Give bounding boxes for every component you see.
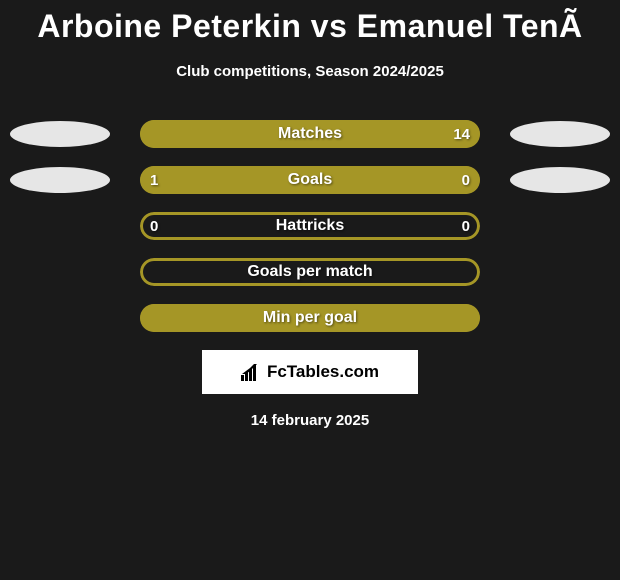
player-right-ellipse	[510, 121, 610, 147]
subtitle: Club competitions, Season 2024/2025	[176, 63, 444, 80]
stat-value-right: 0	[462, 212, 470, 240]
stat-row-min-per-goal: Min per goal	[0, 304, 620, 332]
stat-row-goals: 1 Goals 0	[0, 166, 620, 194]
stat-bar: Matches 14	[140, 120, 480, 148]
player-right-ellipse	[510, 167, 610, 193]
stat-label: Goals per match	[140, 258, 480, 286]
stat-label: Min per goal	[140, 304, 480, 332]
stat-label: Hattricks	[140, 212, 480, 240]
stat-label: Matches	[140, 120, 480, 148]
player-left-ellipse	[10, 121, 110, 147]
brand-badge[interactable]: FcTables.com	[202, 350, 418, 394]
stats-area: Matches 14 1 Goals 0 0 Hatt	[0, 120, 620, 332]
chart-bars-icon	[241, 363, 263, 381]
stat-row-goals-per-match: Goals per match	[0, 258, 620, 286]
stat-row-matches: Matches 14	[0, 120, 620, 148]
infographic-container: Arboine Peterkin vs Emanuel TenÃ Club co…	[0, 0, 620, 429]
footer-date: 14 february 2025	[251, 412, 369, 429]
stat-label: Goals	[140, 166, 480, 194]
stat-bar: 1 Goals 0	[140, 166, 480, 194]
stat-value-right: 14	[453, 120, 470, 148]
stat-value-right: 0	[462, 166, 470, 194]
page-title: Arboine Peterkin vs Emanuel TenÃ	[37, 8, 582, 45]
stat-row-hattricks: 0 Hattricks 0	[0, 212, 620, 240]
stat-bar: Min per goal	[140, 304, 480, 332]
player-left-ellipse	[10, 167, 110, 193]
brand-text: FcTables.com	[267, 362, 379, 382]
stat-bar: Goals per match	[140, 258, 480, 286]
stat-bar: 0 Hattricks 0	[140, 212, 480, 240]
